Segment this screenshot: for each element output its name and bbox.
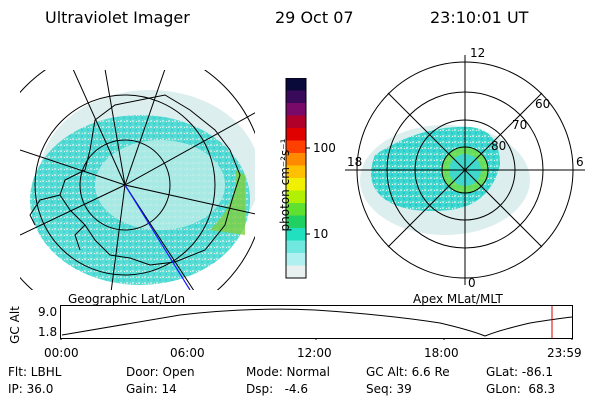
info-seq: Seq: 39 (366, 382, 412, 396)
colorbar (285, 78, 310, 279)
time-label: 23:10:01 UT (430, 8, 529, 27)
time-tick-0600: 06:00 (170, 346, 205, 360)
info-dsp: Dsp: -4.6 (246, 382, 309, 396)
colorbar-segment (286, 265, 306, 279)
colorbar-segment (286, 240, 306, 254)
mlt-label-0: 0 (468, 276, 476, 290)
colorbar-segment (286, 228, 306, 241)
mlt-label-12: 12 (470, 46, 486, 60)
info-flt: Flt: LBHL (8, 365, 62, 379)
colorbar-segment (286, 115, 306, 129)
time-tick-2359: 23:59 (547, 346, 582, 360)
altitude-curve (61, 308, 573, 337)
info-door: Door: Open (126, 365, 195, 379)
colorbar-segment (286, 103, 306, 116)
colorbar-segment (286, 178, 306, 191)
lat-label-60: 60 (535, 97, 551, 111)
instrument-title: Ultraviolet Imager (45, 8, 190, 27)
time-tick-1200: 12:00 (297, 346, 332, 360)
mlt-label-18: 18 (347, 155, 363, 169)
time-tick-1800: 18:00 (424, 346, 459, 360)
colorbar-segment (286, 128, 306, 141)
alt-y-top: 9.0 (38, 305, 58, 319)
colorbar-segment (286, 90, 306, 104)
info-ip: IP: 36.0 (8, 382, 54, 396)
colorbar-segment (286, 190, 306, 204)
colorbar-tick-10: 10 (313, 227, 329, 241)
colorbar-unit-label: photon cm⁻²s⁻¹ (278, 138, 292, 232)
colorbar-segment (286, 253, 306, 266)
colorbar-segment (286, 215, 306, 229)
apex-label: Apex MLat/MLT (413, 292, 503, 306)
geographic-map (20, 70, 255, 290)
info-mode: Mode: Normal (246, 365, 330, 379)
colorbar-segment (286, 165, 306, 179)
colorbar-segment (286, 203, 306, 216)
info-glon: GLon: 68.3 (486, 382, 556, 396)
mlt-label-6: 6 (576, 155, 584, 169)
lat-label-70: 70 (512, 118, 528, 132)
colorbar-segment (286, 153, 306, 166)
satellite-track (124, 184, 191, 290)
alt-y-bottom: 1.8 (38, 325, 58, 339)
info-glat: GLat: -86.1 (486, 365, 553, 379)
alt-axis-label: GC Alt (8, 306, 22, 344)
date-label: 29 Oct 07 (275, 8, 354, 27)
info-gcalt: GC Alt: 6.6 Re (366, 365, 450, 379)
geographic-label: Geographic Lat/Lon (68, 292, 186, 306)
altitude-strip (60, 305, 573, 340)
colorbar-segment (286, 78, 306, 91)
info-gain: Gain: 14 (126, 382, 177, 396)
colorbar-segment (286, 140, 306, 154)
time-tick-0000: 00:00 (44, 346, 79, 360)
lat-label-80: 80 (491, 139, 507, 153)
colorbar-tick-100: 100 (313, 141, 336, 155)
magnetic-polar-plot (345, 55, 585, 285)
